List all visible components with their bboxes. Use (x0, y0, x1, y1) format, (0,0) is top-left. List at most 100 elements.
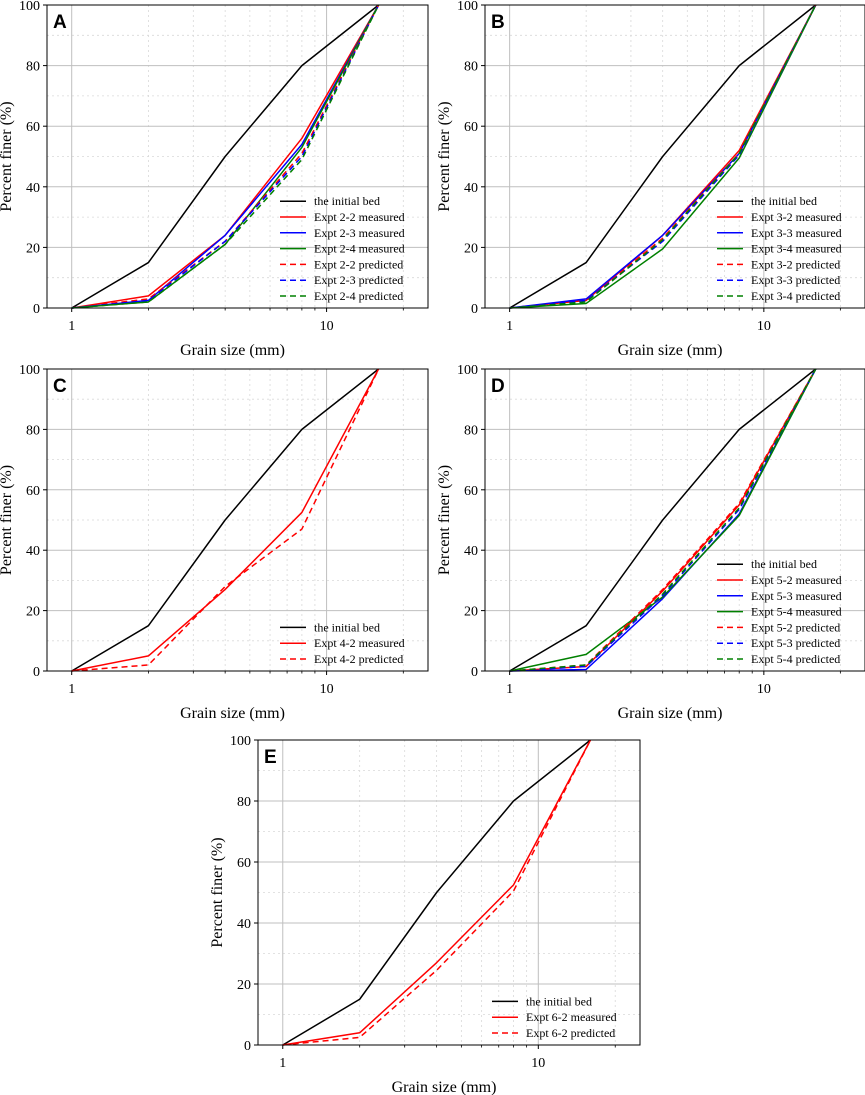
legend-label: Expt 6-2 measured (526, 1010, 617, 1024)
y-tick-label: 60 (26, 484, 40, 499)
y-tick-label: 20 (26, 605, 40, 620)
y-tick-label: 80 (464, 423, 478, 438)
plot-frame (257, 739, 641, 1046)
x-axis-title: Grain size (mm) (618, 705, 723, 722)
series-line-d-6 (509, 368, 817, 672)
legend-label: Expt 2-4 predicted (314, 289, 403, 303)
legend-label: Expt 5-3 predicted (751, 636, 840, 650)
x-tick-label: 10 (320, 319, 334, 334)
chart-panel-d: 0 20 40 60 80 100 1 10 Grain size (mm) Percent fi… (436, 363, 865, 722)
legend-label: Expt 3-4 predicted (751, 289, 840, 303)
legend-label: Expt 3-3 predicted (751, 273, 840, 287)
chart-panel-a: 0 20 40 60 80 100 1 10 Grain size (mm) Percent fi… (0, 0, 429, 359)
legend-label: Expt 2-3 predicted (314, 273, 403, 287)
legend-label: Expt 4-2 predicted (314, 652, 403, 666)
legend-label: Expt 6-2 predicted (526, 1026, 615, 1040)
y-tick-label: 40 (237, 917, 251, 932)
y-tick-label: 80 (26, 423, 40, 438)
legend-label: Expt 5-3 measured (751, 589, 842, 603)
y-tick-label: 20 (26, 241, 40, 256)
series-line-e-0 (282, 739, 591, 1046)
chart-panel-c: 0 20 40 60 80 100 1 10 Grain size (mm) Percent fi… (0, 363, 429, 722)
x-tick-label: 1 (506, 682, 513, 697)
panel-letter: C (53, 376, 67, 397)
panel-letter: B (491, 12, 505, 33)
y-tick-label: 80 (26, 60, 40, 75)
y-axis-title: Percent finer (%) (436, 101, 453, 211)
legend-label: the initial bed (751, 194, 817, 208)
legend-label: Expt 5-4 measured (751, 605, 842, 619)
y-tick-label: 40 (26, 181, 40, 196)
legend-label: Expt 3-2 measured (751, 210, 842, 224)
series-line-a-5 (71, 4, 380, 309)
chart-panel-b: 0 20 40 60 80 100 1 10 Grain size (mm) Percent fi… (436, 0, 865, 359)
x-tick-label: 1 (279, 1056, 286, 1071)
y-tick-label: 60 (464, 120, 478, 135)
legend: the initial bed Expt 4-2 measured Expt 4-2… (280, 620, 405, 666)
plot-frame (484, 368, 865, 672)
y-tick-label: 40 (464, 181, 478, 196)
y-axis-title: Percent finer (%) (209, 837, 226, 947)
legend: the initial bed Expt 5-2 measured Expt 5-3… (717, 557, 842, 666)
legend-label: the initial bed (314, 620, 380, 634)
x-tick-label: 1 (506, 319, 513, 334)
legend-label: Expt 5-4 predicted (751, 652, 840, 666)
x-tick-label: 10 (757, 682, 771, 697)
y-tick-label: 100 (19, 0, 40, 14)
y-tick-label: 20 (464, 605, 478, 620)
y-tick-label: 80 (237, 795, 251, 810)
legend: the initial bed Expt 2-2 measured Expt 2-3… (280, 194, 405, 303)
legend-label: Expt 2-2 predicted (314, 257, 403, 271)
series-line-c-0 (71, 368, 380, 672)
y-tick-label: 60 (237, 856, 251, 871)
panel-letter: A (53, 12, 67, 33)
legend-label: the initial bed (751, 557, 817, 571)
series-line-c-2 (71, 368, 380, 672)
x-tick-label: 10 (531, 1056, 545, 1071)
x-tick-label: 10 (757, 319, 771, 334)
series-line-d-5 (509, 368, 817, 672)
y-tick-label: 0 (471, 302, 478, 317)
legend-label: Expt 5-2 predicted (751, 620, 840, 634)
x-tick-label: 1 (68, 682, 75, 697)
series-line-e-2 (282, 739, 592, 1046)
legend: the initial bed Expt 6-2 measured Expt 6-2… (492, 994, 617, 1040)
series-line-b-0 (509, 4, 817, 309)
y-tick-label: 60 (464, 484, 478, 499)
legend-label: Expt 4-2 measured (314, 636, 405, 650)
plot-frame (46, 4, 429, 309)
y-tick-label: 80 (464, 60, 478, 75)
y-tick-label: 20 (464, 241, 478, 256)
x-tick-label: 10 (320, 682, 334, 697)
legend-label: Expt 3-2 predicted (751, 257, 840, 271)
plot-frame (484, 4, 865, 309)
x-axis-title: Grain size (mm) (618, 342, 723, 359)
y-axis-title: Percent finer (%) (0, 101, 15, 211)
series-line-b-6 (509, 4, 817, 309)
series-line-d-3 (509, 368, 817, 672)
series-line-b-3 (509, 4, 817, 309)
y-axis-title: Percent finer (%) (436, 465, 453, 575)
y-tick-label: 20 (237, 978, 251, 993)
y-tick-label: 0 (33, 665, 40, 680)
legend-label: Expt 2-2 measured (314, 210, 405, 224)
x-tick-label: 1 (68, 319, 75, 334)
panel-letter: D (491, 376, 505, 397)
y-tick-label: 0 (33, 302, 40, 317)
y-tick-label: 0 (471, 665, 478, 680)
series-line-e-1 (282, 739, 592, 1046)
legend-label: the initial bed (314, 194, 380, 208)
legend-label: Expt 3-3 measured (751, 226, 842, 240)
panel-letter: E (264, 747, 277, 768)
legend: the initial bed Expt 3-2 measured Expt 3-3… (717, 194, 842, 303)
legend-label: Expt 5-2 measured (751, 573, 842, 587)
x-axis-title: Grain size (mm) (392, 1079, 497, 1095)
legend-label: Expt 2-3 measured (314, 226, 405, 240)
series-line-a-6 (71, 4, 380, 309)
y-tick-label: 100 (457, 363, 478, 378)
legend-label: the initial bed (526, 994, 592, 1008)
y-tick-label: 40 (26, 544, 40, 559)
legend-label: Expt 3-4 measured (751, 242, 842, 256)
plot-frame (46, 368, 429, 672)
